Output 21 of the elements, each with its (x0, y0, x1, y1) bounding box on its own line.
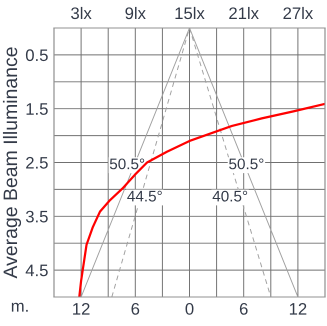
x2-tick-label: 9lx (125, 6, 146, 20)
x-tick-label: 6 (240, 302, 248, 315)
y-axis-title: Average Beam Illuminance (2, 47, 22, 278)
annotation: 50.5° (229, 158, 264, 170)
annotation: 50.5° (110, 158, 144, 170)
annotation: 44.5° (127, 190, 162, 202)
x2-tick-label: 21lx (229, 6, 259, 19)
x-tick-label: 0 (186, 302, 194, 315)
x2-tick-label: 15lx (175, 6, 205, 20)
y-tick-label: 1.5 (26, 103, 48, 115)
y-tick-label: 3.5 (26, 210, 48, 223)
y-tick-label: 4.5 (26, 264, 48, 276)
x-axis-title: m. (12, 302, 28, 312)
y-tick-label: 0.5 (26, 49, 48, 62)
x2-tick-label: 27lx (283, 6, 314, 19)
annotation: 40.5° (212, 190, 248, 202)
x-tick-label: 6 (132, 302, 140, 315)
x2-tick-label: 3lx (71, 6, 92, 20)
y-tick-label: 2.5 (26, 156, 48, 169)
x-tick-label: 12 (290, 302, 306, 315)
x-tick-label: 12 (73, 302, 90, 315)
